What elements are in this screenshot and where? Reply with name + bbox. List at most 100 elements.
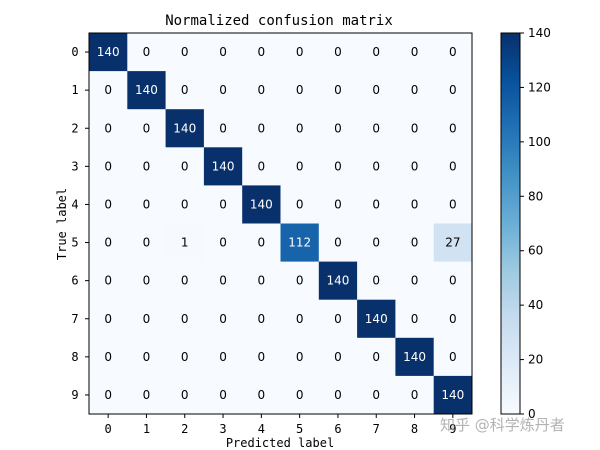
- y-tick-label: 0: [71, 45, 78, 59]
- cell-value-label: 0: [372, 83, 380, 97]
- heatmap-cell: [242, 185, 281, 224]
- heatmap-cell: [357, 299, 396, 339]
- cell-value-label: 0: [219, 121, 227, 135]
- cell-value-label: 0: [219, 197, 227, 211]
- cell-value-label: 0: [181, 197, 189, 211]
- cell-value-label: 0: [334, 236, 342, 250]
- cell-value-label: 0: [449, 83, 457, 97]
- heatmap-cell: [203, 223, 243, 263]
- colorbar-tick-label: 100: [528, 135, 551, 149]
- heatmap-cell: [165, 109, 205, 148]
- colorbar-tick-label: 40: [528, 298, 543, 312]
- x-tick-label: 5: [296, 422, 303, 436]
- heatmap-cell: [433, 185, 473, 224]
- cell-value-label: 0: [372, 45, 380, 59]
- cell-value-label: 0: [411, 274, 419, 288]
- cell-value-label: 1: [181, 236, 189, 250]
- heatmap-cell: [280, 71, 320, 110]
- cell-value-label: 0: [258, 159, 266, 173]
- y-tick-label: 6: [71, 274, 78, 288]
- heatmap-cell: [433, 109, 473, 148]
- cell-value-label: 0: [219, 83, 227, 97]
- cell-value-label: 0: [219, 388, 227, 402]
- cell-value-label: 0: [411, 121, 419, 135]
- heatmap-cell: [203, 109, 243, 148]
- heatmap-cell: [165, 223, 205, 263]
- heatmap-cell: [280, 223, 320, 263]
- heatmap-cell: [242, 71, 281, 110]
- heatmap-cell: [318, 185, 358, 224]
- heatmap-cell: [395, 375, 435, 415]
- cell-value-label: 0: [181, 83, 189, 97]
- cell-value-label: 0: [296, 350, 304, 364]
- y-axis-ticks: 0 1 2 3 4 5 6 7 8 9: [71, 45, 89, 402]
- heatmap-cell: [242, 223, 281, 263]
- heatmap-cell: [318, 33, 358, 72]
- heatmap-cell: [242, 109, 281, 148]
- cell-value-label: 0: [104, 83, 112, 97]
- heatmap-cell: [89, 33, 128, 72]
- cell-value-label: 140: [173, 121, 196, 135]
- cell-value-label: 0: [296, 159, 304, 173]
- colorbar-tick-label: 20: [528, 353, 543, 367]
- cell-value-label: 0: [143, 45, 151, 59]
- heatmap-cell: [433, 299, 473, 339]
- heatmap-cell: [280, 261, 320, 301]
- heatmap-cell: [395, 299, 435, 339]
- colorbar-tick-label: 0: [528, 407, 536, 421]
- cell-value-label: 0: [219, 45, 227, 59]
- cell-value-label: 0: [334, 159, 342, 173]
- heatmap-cell: [280, 33, 320, 72]
- heatmap-cell: [89, 147, 128, 186]
- cell-value-label: 0: [104, 197, 112, 211]
- cell-value-label: 0: [143, 159, 151, 173]
- cell-value-label: 0: [411, 236, 419, 250]
- cell-value-label: 0: [296, 121, 304, 135]
- heatmap-cell: [89, 337, 128, 377]
- colorbar-tick-label: 140: [528, 26, 551, 40]
- heatmap-cell: [203, 337, 243, 377]
- heatmap-cell: [318, 299, 358, 339]
- heatmap-cell: [433, 375, 473, 415]
- cell-value-label: 0: [104, 312, 112, 326]
- heatmap-cell: [89, 299, 128, 339]
- heatmap-cell: [203, 375, 243, 415]
- cell-value-label: 0: [449, 197, 457, 211]
- cell-value-label: 140: [441, 388, 464, 402]
- chart-title: Normalized confusion matrix: [165, 13, 393, 29]
- heatmap-cell: [280, 375, 320, 415]
- heatmap-cell: [395, 147, 435, 186]
- cell-value-label: 0: [334, 197, 342, 211]
- heatmap-cell: [433, 147, 473, 186]
- x-tick-label: 7: [373, 422, 380, 436]
- cell-value-label: 0: [104, 159, 112, 173]
- heatmap-cell: [357, 185, 396, 224]
- cell-value-label: 0: [449, 274, 457, 288]
- heatmap-cell: [127, 299, 167, 339]
- cell-value-label: 0: [411, 197, 419, 211]
- heatmap-cell: [127, 147, 167, 186]
- heatmap-cell: [357, 71, 396, 110]
- x-tick-label: 3: [219, 422, 226, 436]
- cell-value-label: 0: [181, 350, 189, 364]
- cell-value-label: 0: [449, 45, 457, 59]
- cell-value-label: 0: [296, 83, 304, 97]
- cell-value-label: 0: [296, 274, 304, 288]
- cell-value-label: 0: [181, 312, 189, 326]
- cell-value-label: 0: [334, 388, 342, 402]
- x-tick-label: 2: [181, 422, 188, 436]
- heatmap-cell: [318, 109, 358, 148]
- heatmap-cell: [127, 223, 167, 263]
- cell-value-label: 0: [449, 159, 457, 173]
- cell-value-label: 140: [326, 274, 349, 288]
- x-tick-label: 6: [334, 422, 341, 436]
- heatmap-cell: [395, 33, 435, 72]
- heatmap-cell: [127, 71, 167, 110]
- y-tick-label: 5: [71, 236, 78, 250]
- heatmap-cell: [203, 147, 243, 186]
- heatmap-cell: [203, 33, 243, 72]
- heatmap-cell: [89, 261, 128, 301]
- cell-value-label: 0: [449, 312, 457, 326]
- heatmap-cell: [165, 261, 205, 301]
